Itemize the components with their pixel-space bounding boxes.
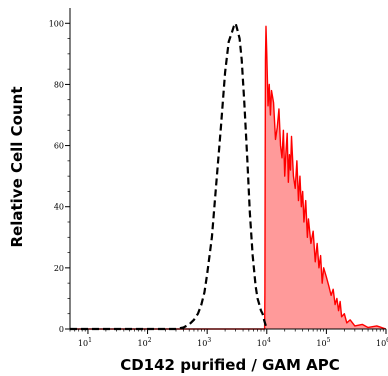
x-tick-label-0: 101 (78, 337, 92, 348)
series-layer (70, 22, 387, 331)
x-axis-title: CD142 purified / GAM APC (120, 356, 340, 374)
series-1-area (70, 26, 386, 330)
y-tick-label-1: 20 (54, 264, 64, 273)
x-tick-label-5: 106 (376, 337, 388, 348)
y-tick-label-3: 60 (54, 142, 64, 151)
y-tick-label-0: 0 (59, 325, 64, 334)
x-tick-label-2: 103 (197, 337, 211, 348)
y-tick-label-4: 80 (54, 80, 64, 89)
y-tick-label-2: 40 (54, 203, 64, 212)
x-tick-label-4: 105 (316, 337, 330, 348)
x-tick-label-1: 102 (138, 337, 152, 348)
axes-layer: 101 102 103 104 105 106 0 20 40 60 80 100 (49, 8, 388, 348)
series-1-line (70, 25, 387, 330)
y-tick-label-5: 100 (49, 19, 64, 28)
y-axis-title: Relative Cell Count (8, 86, 26, 247)
x-tick-label-3: 104 (257, 337, 271, 348)
series-0-line (70, 22, 268, 331)
